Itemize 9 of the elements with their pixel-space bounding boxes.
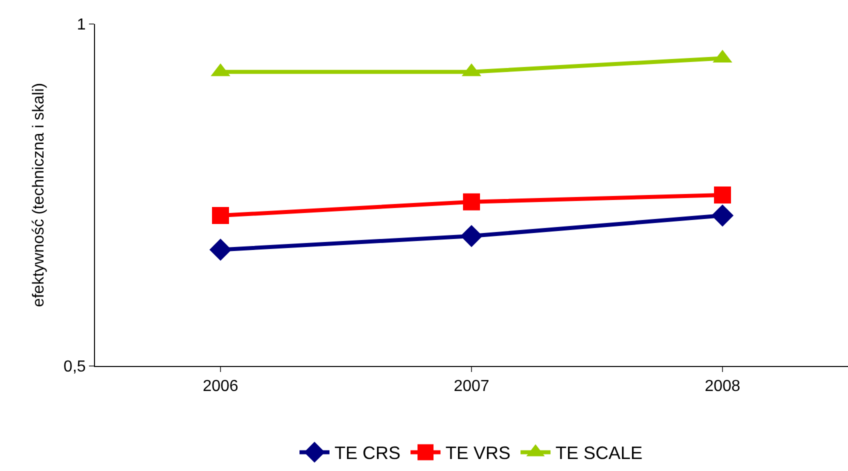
y-tick-label: 0,5 (64, 358, 86, 376)
y-axis-title: efektywność (techniczna i skali) (30, 82, 48, 308)
legend-label: TE SCALE (556, 443, 643, 464)
x-tick-label: 2007 (454, 378, 490, 396)
legend-label: TE VRS (446, 443, 511, 464)
x-tick-label: 2008 (704, 378, 740, 396)
legend-label: TE CRS (334, 443, 401, 464)
x-tick-label: 2006 (202, 378, 238, 396)
y-tick-label: 1 (76, 16, 86, 34)
